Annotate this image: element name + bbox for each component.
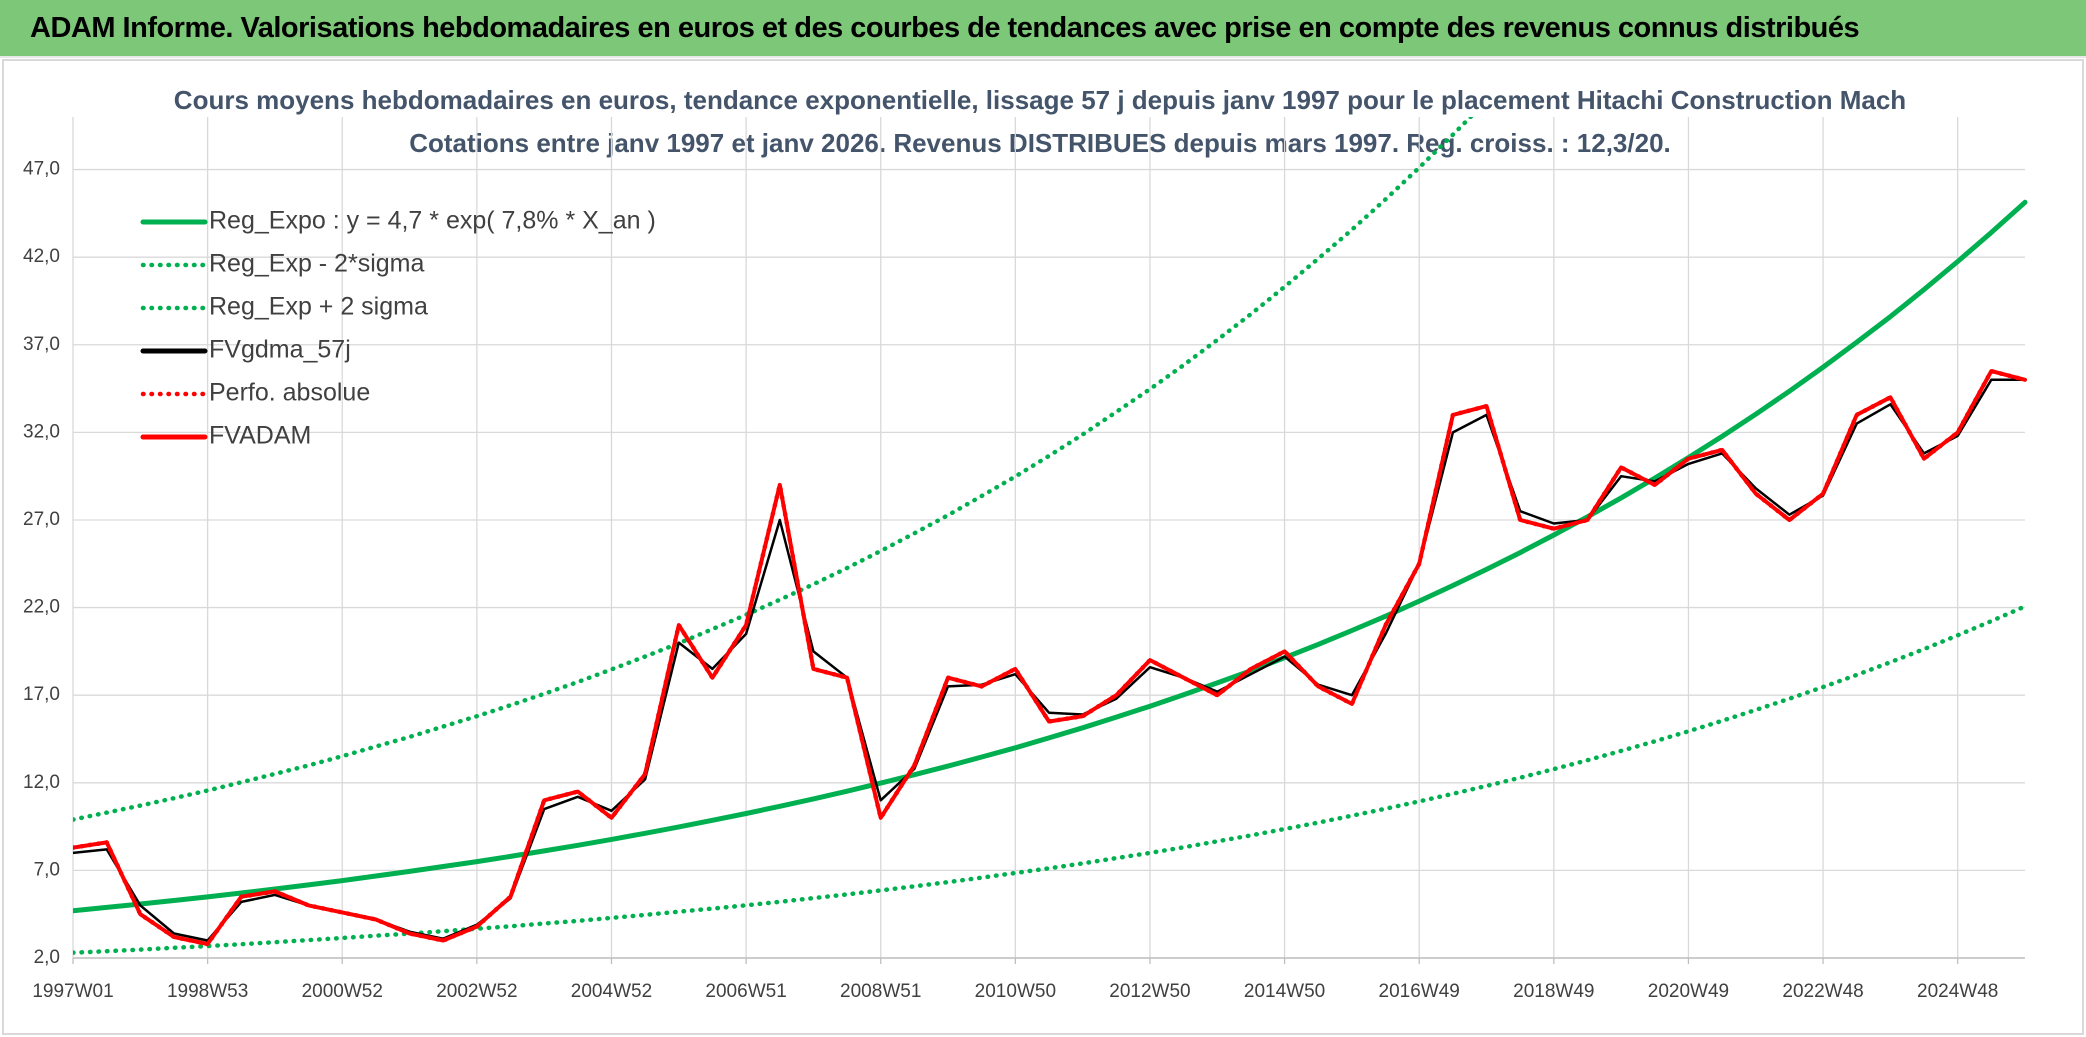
y-tick-label: 27,0 bbox=[23, 509, 60, 530]
series-line bbox=[73, 369, 2027, 946]
x-tick-label: 2020W49 bbox=[1648, 981, 1729, 1002]
y-tick-label: 32,0 bbox=[23, 421, 60, 442]
series-line bbox=[73, 117, 1474, 822]
chart-subtitle: Cotations entre janv 1997 et janv 2026. … bbox=[409, 128, 1671, 158]
legend-label: Reg_Expo : y = 4,7 * exp( 7,8% * X_an ) bbox=[209, 207, 656, 235]
y-tick-label: 2,0 bbox=[34, 947, 60, 968]
chart: Cours moyens hebdomadaires en euros, ten… bbox=[2, 59, 2084, 1035]
y-tick-label: 12,0 bbox=[23, 772, 60, 793]
legend-label: FVADAM bbox=[209, 422, 311, 450]
plot-lines bbox=[73, 117, 2028, 955]
x-tick-label: 2008W51 bbox=[840, 981, 921, 1002]
x-tick-label: 2010W50 bbox=[975, 981, 1056, 1002]
x-tick-label: 2004W52 bbox=[571, 981, 652, 1002]
y-tick-label: 22,0 bbox=[23, 597, 60, 618]
x-tick-label: 2022W48 bbox=[1782, 981, 1863, 1002]
legend-label: FVgdma_57j bbox=[209, 336, 351, 364]
x-tick-label: 2012W50 bbox=[1109, 981, 1190, 1002]
x-tick-label: 2018W49 bbox=[1513, 981, 1594, 1002]
y-tick-label: 17,0 bbox=[23, 684, 60, 705]
legend-label: Reg_Exp + 2 sigma bbox=[209, 293, 428, 321]
header-bar: ADAM Informe. Valorisations hebdomadaire… bbox=[0, 0, 2086, 58]
x-tick-label: 2024W48 bbox=[1917, 981, 1998, 1002]
y-tick-label: 7,0 bbox=[34, 859, 60, 880]
x-tick-label: 2014W50 bbox=[1244, 981, 1325, 1002]
series-line bbox=[73, 604, 2028, 955]
y-tick-label: 42,0 bbox=[23, 246, 60, 267]
x-tick-label: 2000W52 bbox=[302, 981, 383, 1002]
legend-label: Reg_Exp - 2*sigma bbox=[209, 250, 424, 278]
chart-title: Cours moyens hebdomadaires en euros, ten… bbox=[174, 85, 1906, 115]
legend-label: Perfo. absolue bbox=[209, 379, 370, 407]
x-tick-label: 1997W01 bbox=[32, 981, 113, 1002]
series-line bbox=[73, 199, 2028, 914]
x-tick-label: 2006W51 bbox=[705, 981, 786, 1002]
y-tick-label: 37,0 bbox=[23, 334, 60, 355]
x-tick-label: 1998W53 bbox=[167, 981, 248, 1002]
header-title: ADAM Informe. Valorisations hebdomadaire… bbox=[30, 12, 1860, 44]
y-tick-label: 47,0 bbox=[23, 159, 60, 180]
x-tick-label: 2002W52 bbox=[436, 981, 517, 1002]
x-tick-label: 2016W49 bbox=[1379, 981, 1460, 1002]
chart-frame bbox=[2, 59, 2084, 1035]
